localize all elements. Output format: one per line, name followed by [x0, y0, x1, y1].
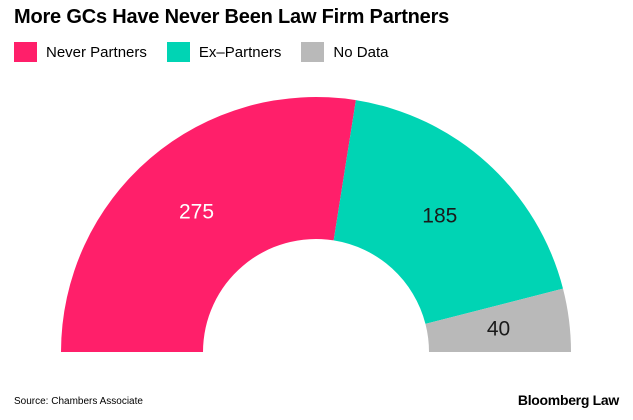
data-label-never-partners: 275 [179, 201, 214, 224]
legend: Never Partners Ex–Partners No Data [14, 42, 408, 62]
legend-label-ex-partners: Ex–Partners [198, 43, 282, 61]
slice-ex-partners [333, 100, 563, 324]
source-note: Source: Chambers Associate [14, 396, 143, 407]
slice-never-partners [61, 96, 356, 352]
bloomberg-law-logo: Bloomberg Law [517, 392, 619, 408]
legend-label-never-partners: Never Partners [46, 43, 147, 61]
slice-no-data [425, 288, 571, 352]
data-label-no-data: 40 [487, 317, 510, 340]
chart-data-labels: 275 185 40 [179, 201, 510, 341]
chart-title: More GCs Have Never Been Law Firm Partne… [14, 6, 450, 28]
legend-swatch-never-partners [14, 42, 37, 62]
legend-item-no-data: No Data [301, 42, 388, 62]
legend-swatch-no-data [301, 42, 325, 62]
legend-item-ex-partners: Ex–Partners [166, 42, 282, 62]
data-label-ex-partners: 185 [422, 204, 457, 227]
chart-slices [61, 96, 571, 352]
legend-item-never-partners: Never Partners [14, 42, 147, 62]
legend-swatch-ex-partners [166, 42, 190, 62]
legend-label-no-data: No Data [333, 43, 389, 61]
